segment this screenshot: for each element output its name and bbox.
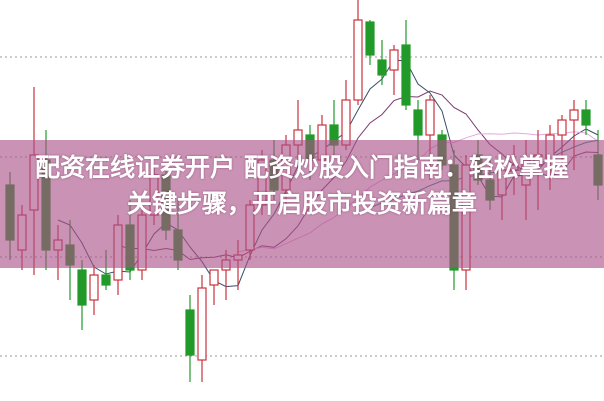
candle-down [101, 274, 111, 286]
title-banner [0, 140, 604, 268]
candle-down [413, 109, 423, 136]
candle-up [389, 49, 399, 71]
title-line-2: 关键步骤，开启股市投资新篇章 [126, 189, 477, 218]
candle-down [377, 59, 387, 76]
candle-up [425, 99, 435, 136]
candle-up [341, 99, 351, 146]
candle-down [77, 269, 87, 306]
candle-up [557, 119, 567, 136]
candle-up [569, 109, 579, 121]
title-line-1: 配资在线证券开户 配资炒股入门指南：轻松掌握 [35, 153, 569, 182]
candle-down [581, 109, 591, 126]
candle-down [401, 44, 411, 106]
candle-up [353, 19, 363, 101]
candle-up [197, 287, 207, 361]
candle-up [209, 269, 219, 286]
candle-down [185, 309, 195, 356]
candle-down [365, 21, 375, 56]
candle-up [89, 274, 99, 301]
article-title: 配资在线证券开户 配资炒股入门指南：轻松掌握 关键步骤，开启股市投资新篇章 [0, 150, 604, 222]
